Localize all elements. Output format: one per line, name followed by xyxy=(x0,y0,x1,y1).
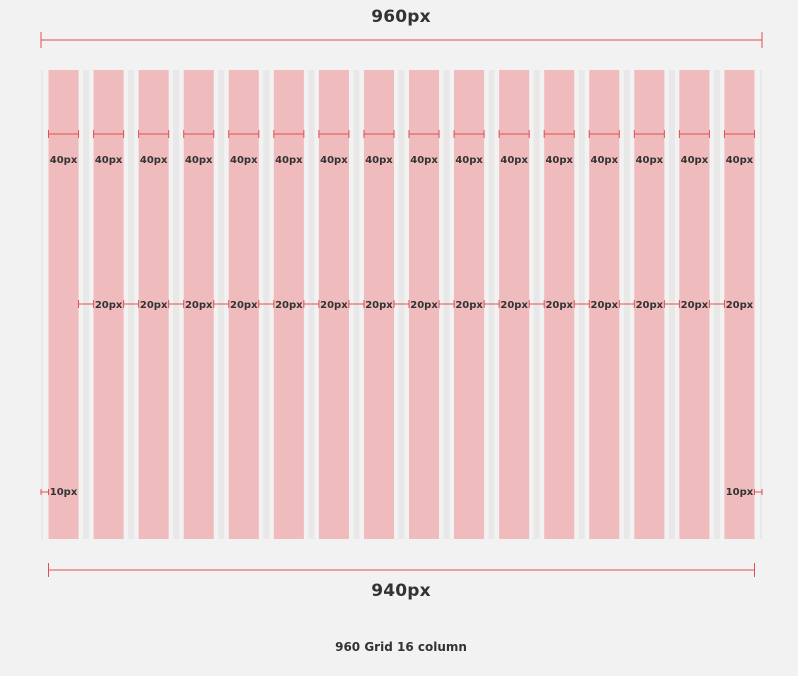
column-width-label: 40px xyxy=(320,155,348,166)
column-width-label: 40px xyxy=(95,155,123,166)
gutter-width-label: 20px xyxy=(726,300,754,311)
column-width-label: 40px xyxy=(185,155,213,166)
gutter-width-label: 20px xyxy=(140,300,168,311)
grid-column xyxy=(93,70,124,539)
grid-column xyxy=(544,70,575,539)
column-width-label: 40px xyxy=(410,155,438,166)
column-width-label: 40px xyxy=(365,155,393,166)
grid-column xyxy=(183,70,214,539)
grid-column xyxy=(138,70,169,539)
grid-column xyxy=(634,70,665,539)
grid-columns xyxy=(48,70,755,539)
diagram-caption: 960 Grid 16 column xyxy=(335,640,467,654)
gutter-width-label: 20px xyxy=(681,300,709,311)
column-width-label: 40px xyxy=(50,155,78,166)
gutter-width-dimensions: 20px 20px 20px 20px 20px 20px 20px 20px 20px 20px… xyxy=(78,300,754,311)
gutter-width-label: 20px xyxy=(185,300,213,311)
margin-width-label: 10px xyxy=(50,487,78,498)
grid-column xyxy=(499,70,530,539)
outer-width-dimension-line xyxy=(40,32,763,48)
column-width-label: 40px xyxy=(681,155,709,166)
gutter-width-label: 20px xyxy=(500,300,528,311)
gutter-width-label: 20px xyxy=(455,300,483,311)
outer-guide-left xyxy=(41,70,43,539)
column-width-label: 40px xyxy=(500,155,528,166)
outer-guide-right xyxy=(760,70,762,539)
grid-column xyxy=(363,70,394,539)
gutter-width-label: 20px xyxy=(275,300,303,311)
gutter-width-label: 20px xyxy=(545,300,573,311)
column-width-label: 40px xyxy=(545,155,573,166)
gutter-width-label: 20px xyxy=(95,300,123,311)
column-width-dimensions: 40px 40px 40px 40px 40px 40px 40px 40px 40px 40px… xyxy=(48,130,755,166)
grid-column xyxy=(409,70,440,539)
content-width-label: 940px xyxy=(371,581,431,601)
grid-column xyxy=(724,70,755,539)
column-width-label: 40px xyxy=(726,155,754,166)
gutter-width-label: 20px xyxy=(230,300,258,311)
grid-column xyxy=(679,70,710,539)
column-width-label: 40px xyxy=(140,155,168,166)
column-width-label: 40px xyxy=(455,155,483,166)
gutter-width-label: 20px xyxy=(591,300,619,311)
column-width-label: 40px xyxy=(230,155,258,166)
column-width-label: 40px xyxy=(636,155,664,166)
column-width-label: 40px xyxy=(591,155,619,166)
gutter-width-label: 20px xyxy=(320,300,348,311)
margin-width-label: 10px xyxy=(726,487,754,498)
grid-column xyxy=(318,70,349,539)
gutter-width-label: 20px xyxy=(410,300,438,311)
grid-column xyxy=(273,70,304,539)
gutter-width-label: 20px xyxy=(365,300,393,311)
gutter-width-label: 20px xyxy=(636,300,664,311)
margin-width-dimensions: 10px 10px xyxy=(40,487,763,498)
grid-column xyxy=(589,70,620,539)
grid-column xyxy=(228,70,259,539)
column-width-label: 40px xyxy=(275,155,303,166)
grid-column xyxy=(454,70,485,539)
content-width-dimension-line xyxy=(48,563,755,577)
grid-column xyxy=(48,70,79,539)
outer-width-label: 960px xyxy=(371,7,431,27)
